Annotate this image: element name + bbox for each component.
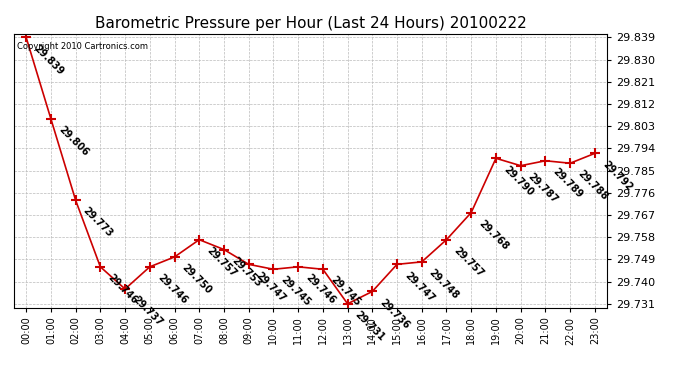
Text: 29.748: 29.748 — [427, 267, 461, 301]
Text: 29.736: 29.736 — [378, 297, 411, 331]
Text: 29.750: 29.750 — [180, 262, 214, 296]
Text: 29.747: 29.747 — [254, 270, 288, 303]
Text: Copyright 2010 Cartronics.com: Copyright 2010 Cartronics.com — [17, 42, 148, 51]
Text: 29.757: 29.757 — [205, 245, 238, 279]
Text: 29.768: 29.768 — [477, 218, 511, 252]
Text: 29.788: 29.788 — [575, 169, 609, 202]
Text: 29.745: 29.745 — [328, 275, 362, 308]
Text: 29.773: 29.773 — [81, 206, 115, 239]
Text: 29.790: 29.790 — [502, 164, 535, 197]
Title: Barometric Pressure per Hour (Last 24 Hours) 20100222: Barometric Pressure per Hour (Last 24 Ho… — [95, 16, 526, 31]
Text: 29.746: 29.746 — [304, 272, 337, 306]
Text: 29.789: 29.789 — [551, 166, 584, 200]
Text: 29.737: 29.737 — [130, 294, 164, 328]
Text: 29.753: 29.753 — [230, 255, 263, 289]
Text: 29.757: 29.757 — [452, 245, 486, 279]
Text: 29.787: 29.787 — [526, 171, 560, 205]
Text: 29.731: 29.731 — [353, 309, 386, 343]
Text: 29.806: 29.806 — [57, 124, 90, 158]
Text: 29.746: 29.746 — [155, 272, 189, 306]
Text: 29.745: 29.745 — [279, 275, 313, 308]
Text: 29.792: 29.792 — [600, 159, 634, 192]
Text: 29.839: 29.839 — [32, 43, 66, 76]
Text: 29.746: 29.746 — [106, 272, 139, 306]
Text: 29.747: 29.747 — [402, 270, 436, 303]
